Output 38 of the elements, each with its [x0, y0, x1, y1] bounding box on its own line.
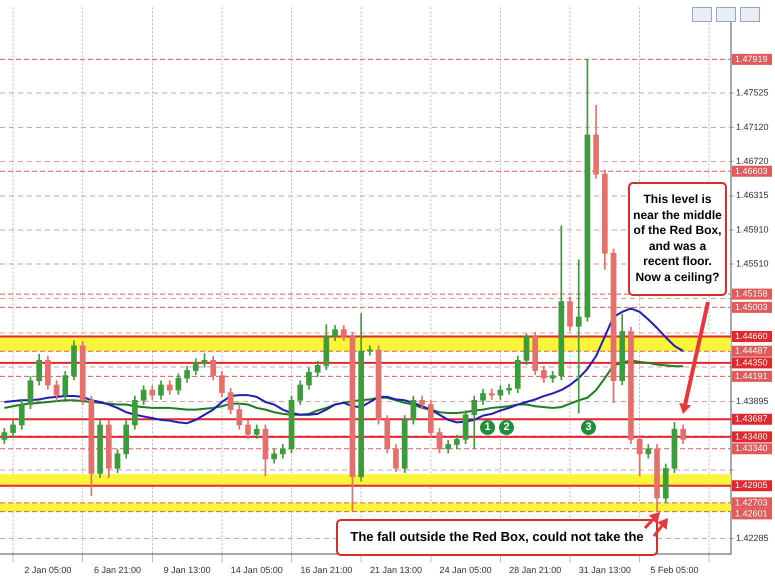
x-tick-label: 31 Jan 13:00 [578, 565, 631, 576]
y-tick-label: 1.46315 [736, 190, 769, 200]
y-tick-label: 1.47120 [736, 122, 769, 132]
ref-line-label: 1.43340 [735, 443, 768, 454]
y-tick-label: 1.47525 [736, 87, 769, 98]
x-tick-label: 24 Jan 05:00 [440, 565, 492, 576]
ref-line-label: 1.46603 [735, 166, 768, 176]
y-tick-label: 1.42285 [736, 532, 769, 543]
x-tick-label: 28 Jan 21:00 [509, 565, 562, 576]
annotation: 2 [499, 420, 514, 435]
y-tick-label: 1.43895 [736, 396, 769, 406]
ref-line-label: 1.42703 [735, 497, 768, 508]
ref-line-label: 1.44487 [735, 346, 768, 356]
ref-line-label: 1.44350 [735, 357, 768, 368]
ref-line-label: 1.42905 [735, 480, 768, 490]
ref-line-label: 1.45003 [735, 302, 768, 312]
candlestick [202, 353, 208, 368]
ref-line-label: 1.43687 [735, 414, 768, 424]
ref-line-label: 1.47919 [735, 54, 768, 64]
annotation: 3 [581, 420, 596, 435]
ref-line-label: 1.44191 [735, 370, 768, 381]
ref-line-label: 1.43480 [735, 431, 768, 442]
annotation: This level is near the middle of the Red Box, and was a recent floor. Now a ceiling? [628, 182, 727, 296]
x-tick-label: 21 Jan 13:00 [370, 565, 422, 576]
x-tick-label: 2 Jan 05:00 [24, 565, 72, 576]
x-tick-label: 6 Jan 21:00 [94, 565, 142, 576]
x-tick-label: 16 Jan 21:00 [300, 565, 352, 576]
y-tick-label: 1.45910 [736, 224, 769, 235]
ref-line-label: 1.45158 [735, 288, 768, 299]
ref-line-label: 1.44660 [735, 330, 768, 341]
ref-line-label: 1.42601 [735, 508, 768, 518]
annotation: The fall outside the Red Box, could not take the [336, 519, 658, 556]
x-tick-label: 5 Feb 05:00 [650, 565, 698, 576]
y-tick-label: 1.45510 [736, 258, 769, 269]
x-tick-label: 9 Jan 13:00 [164, 565, 211, 576]
x-tick-label: 14 Jan 05:00 [230, 565, 283, 576]
annotation: 1 [480, 420, 495, 435]
y-tick-label: 1.46720 [736, 156, 769, 166]
